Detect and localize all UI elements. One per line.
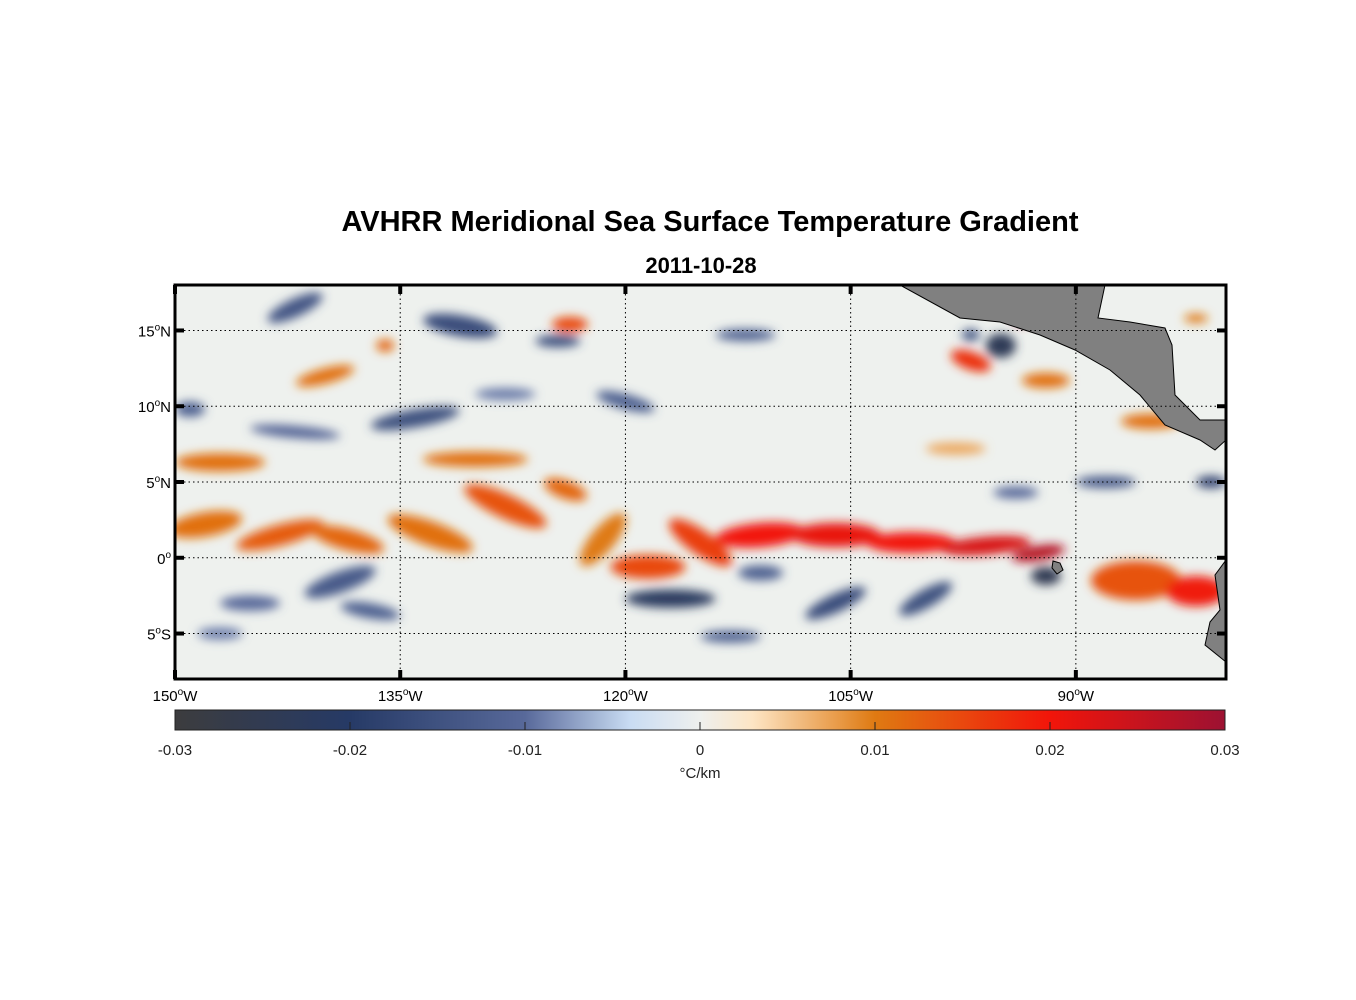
- positive-gradient-patch: [422, 451, 528, 467]
- land-south-america: [1204, 559, 1226, 663]
- lon-tick-label: 90oW: [1058, 687, 1095, 705]
- lon-tick-label: 120oW: [603, 687, 649, 705]
- positive-gradient-patch: [543, 478, 587, 502]
- negative-gradient-patch: [961, 328, 980, 342]
- positive-gradient-patch: [551, 316, 588, 332]
- positive-gradient-patch: [175, 453, 266, 472]
- lon-tick-label: 135oW: [378, 687, 424, 705]
- negative-gradient-patch: [985, 333, 1016, 358]
- negative-gradient-patch: [267, 292, 323, 323]
- positive-gradient-patch: [610, 554, 686, 579]
- colorbar-tick-label: -0.02: [333, 742, 367, 759]
- colorbar-tick-label: 0.03: [1210, 742, 1239, 759]
- negative-gradient-patch: [1075, 475, 1136, 489]
- positive-gradient-patch: [790, 522, 881, 548]
- negative-gradient-patch: [250, 424, 340, 440]
- lat-tick-label: 5oS: [147, 626, 171, 644]
- land-galapagos: [1051, 560, 1064, 575]
- negative-gradient-patch: [625, 589, 716, 608]
- positive-gradient-patch: [940, 535, 1031, 556]
- negative-gradient-patch: [340, 601, 400, 620]
- negative-gradient-patch: [220, 595, 281, 611]
- colorbar-tick-label: -0.01: [508, 742, 542, 759]
- chart-title: AVHRR Meridional Sea Surface Temperature…: [341, 206, 1079, 238]
- lon-tick-label: 105oW: [828, 687, 874, 705]
- colorbar-tick-label: 0.01: [860, 742, 889, 759]
- colorbar-tick-label: 0: [696, 742, 704, 759]
- chart-subtitle: 2011-10-28: [645, 253, 757, 278]
- colorbar-units-label: °C/km: [680, 765, 721, 782]
- land-central-america: [899, 285, 1226, 451]
- positive-gradient-patch: [715, 522, 806, 548]
- positive-gradient-patch: [925, 442, 986, 455]
- negative-gradient-patch: [370, 406, 460, 431]
- lat-tick-label: 5oN: [146, 474, 171, 492]
- positive-gradient-patch: [376, 339, 395, 352]
- lat-tick-label: 15oN: [138, 322, 171, 340]
- positive-gradient-patch: [865, 532, 956, 554]
- lat-tick-label: 0o: [157, 550, 171, 568]
- colorbar-tick-label: 0.02: [1035, 742, 1064, 759]
- positive-gradient-patch: [1183, 313, 1208, 323]
- negative-gradient-patch: [700, 630, 761, 643]
- negative-gradient-patch: [805, 587, 866, 620]
- negative-gradient-patch: [175, 401, 206, 417]
- positive-gradient-patch: [236, 519, 324, 551]
- positive-gradient-patch: [579, 513, 627, 567]
- negative-gradient-patch: [715, 328, 776, 342]
- positive-gradient-patch: [296, 365, 355, 387]
- positive-gradient-patch: [1021, 372, 1070, 389]
- negative-gradient-patch: [899, 581, 953, 616]
- positive-gradient-patch: [387, 514, 473, 553]
- lon-tick-label: 150oW: [153, 687, 199, 705]
- positive-gradient-patch: [950, 349, 991, 372]
- negative-gradient-patch: [304, 565, 376, 599]
- colorbar-tick-label: -0.03: [158, 742, 192, 759]
- negative-gradient-patch: [1030, 566, 1061, 586]
- positive-gradient-patch: [464, 484, 547, 529]
- lat-tick-label: 10oN: [138, 398, 171, 416]
- negative-gradient-patch: [423, 313, 498, 339]
- positive-gradient-patch: [1011, 544, 1065, 563]
- positive-gradient-patch: [311, 525, 385, 554]
- negative-gradient-patch: [475, 388, 536, 401]
- negative-gradient-patch: [596, 391, 655, 413]
- positive-gradient-patch: [175, 510, 243, 539]
- negative-gradient-patch: [535, 335, 581, 348]
- positive-gradient-patch: [1090, 560, 1181, 601]
- ocean-background: [175, 285, 1226, 679]
- negative-gradient-patch: [993, 486, 1039, 499]
- positive-gradient-patch: [1165, 575, 1226, 607]
- positive-gradient-patch: [668, 518, 733, 567]
- negative-gradient-patch: [738, 565, 784, 581]
